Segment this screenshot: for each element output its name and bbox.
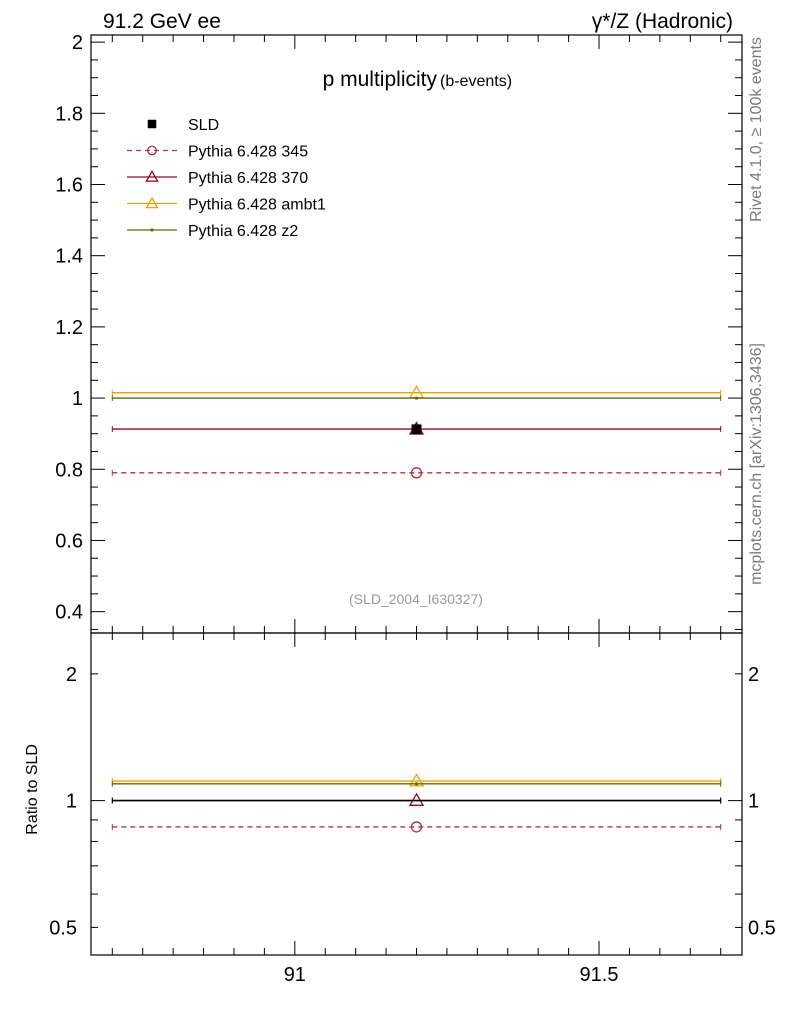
main-y-tick-label: 1.4 [55,246,83,268]
main-series [111,384,722,479]
main-panel: 0.4 0.6 0.8 1 1.2 1.4 1.6 1.8 2 p multiplicity (… [55,32,743,634]
legend-label-pythia-6-428-z2: Pythia 6.428 z2 [188,223,298,240]
legend-label-pythia-6-428-345: Pythia 6.428 345 [188,144,308,161]
main-y-tick-label: 2 [72,32,83,54]
ratio-y-tick-label-right: 0.5 [748,917,776,939]
main-y-tick-label: 0.4 [55,602,83,624]
main-x-ticks [111,35,722,633]
legend: SLD Pythia 6.428 345 Pythia 6.428 370 Pythi… [127,117,326,240]
chart-title-suffix: (b-events) [440,73,512,90]
ratio-ylabel: Ratio to SLD [24,744,41,835]
header-left: 91.2 GeV ee [103,10,221,33]
series-marker-pythia-6-428-ambt1 [408,384,425,399]
legend-marker-sld [147,119,157,129]
legend-label-sld: SLD [188,117,219,134]
x-tick-label: 91 [284,964,306,986]
ratio-y-tick-label-left: 2 [66,664,77,686]
main-y-tick-label: 0.8 [55,459,83,481]
main-y-ticks: 0.4 0.6 0.8 1 1.2 1.4 1.6 1.8 2 [55,32,742,630]
legend-marker-pythia-6-428-z2 [150,228,154,232]
header-right: γ*/Z (Hadronic) [592,10,733,33]
legend-label-pythia-6-428-ambt1: Pythia 6.428 ambt1 [188,197,326,214]
legend-marker-pythia-6-428-370 [145,170,159,182]
rivet-label: Rivet 4.1.0, ≥ 100k events [748,37,765,222]
series-marker-pythia-6-428-z2 [414,396,419,400]
series-marker-pythia-6-428-345 [410,467,423,479]
ratio-series [111,773,722,833]
legend-marker-pythia-6-428-ambt1 [145,196,159,209]
ratio-marker-pythia-6-428-370 [408,792,425,806]
chart-title: p multiplicity [323,68,438,91]
ratio-y-tick-label-right: 1 [748,791,759,813]
ratio-y-tick-label-left: 1 [66,791,77,813]
main-y-tick-label: 0.6 [55,530,83,552]
ratio-marker-pythia-6-428-ambt1 [408,773,425,787]
main-y-tick-label: 1.6 [55,175,83,197]
main-y-tick-label: 1.8 [55,103,83,125]
analysis-tag: (SLD_2004_I630327) [349,591,483,607]
main-y-tick-label: 1.2 [55,317,83,339]
legend-label-pythia-6-428-370: Pythia 6.428 370 [188,170,308,187]
legend-marker-pythia-6-428-345 [147,145,157,156]
ratio-y-tick-label-right: 2 [748,664,759,686]
ratio-marker-pythia-6-428-345 [410,821,423,833]
series-marker-sld [411,424,422,435]
ratio-marker-pythia-6-428-z2 [414,782,419,786]
ratio-y-ticks: 0.5 0.5 1 1 2 2 [49,664,776,940]
mcplots-label: mcplots.cern.ch [arXiv:1306.3436] [748,343,765,585]
x-tick-label: 91.5 [580,964,619,986]
ratio-panel: 0.5 0.5 1 1 2 2 91 91.5 Ratio to SLD [24,632,776,986]
main-y-tick-label: 1 [72,388,83,410]
ratio-y-tick-label-left: 0.5 [49,917,77,939]
ratio-x-ticks: 91 91.5 [111,633,722,986]
